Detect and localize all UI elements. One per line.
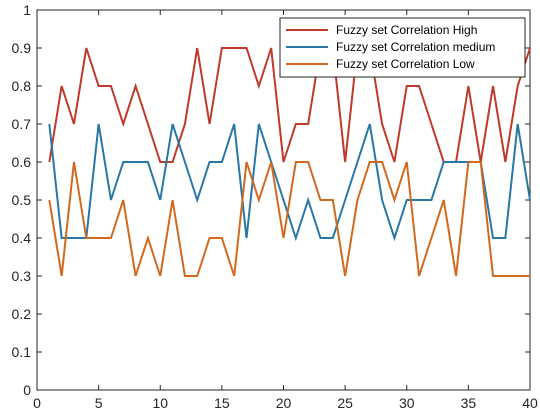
x-tick-label: 30 <box>399 395 415 411</box>
legend-label: Fuzzy set Correlation High <box>336 23 477 37</box>
x-tick-label: 20 <box>276 395 292 411</box>
x-tick-label: 15 <box>214 395 230 411</box>
x-tick-label: 25 <box>337 395 353 411</box>
y-tick-label: 0.7 <box>12 116 32 132</box>
legend-label: Fuzzy set Correlation medium <box>336 40 495 54</box>
y-tick-label: 0 <box>23 382 31 398</box>
y-tick-label: 0.9 <box>12 40 32 56</box>
y-tick-label: 1 <box>23 2 31 18</box>
y-tick-label: 0.4 <box>12 230 32 246</box>
legend: Fuzzy set Correlation High Fuzzy set Corr… <box>280 18 525 77</box>
x-tick-label: 40 <box>522 395 538 411</box>
y-tick-label: 0.2 <box>12 306 32 322</box>
y-tick-label: 0.3 <box>12 268 32 284</box>
x-tick-label: 10 <box>152 395 168 411</box>
legend-label: Fuzzy set Correlation Low <box>336 57 475 71</box>
y-tick-label: 0.1 <box>12 344 32 360</box>
x-tick-label: 5 <box>95 395 103 411</box>
x-tick-label: 35 <box>461 395 477 411</box>
y-tick-label: 0.5 <box>12 192 32 208</box>
y-tick-label: 0.8 <box>12 78 32 94</box>
y-tick-label: 0.6 <box>12 154 32 170</box>
x-tick-label: 0 <box>33 395 41 411</box>
